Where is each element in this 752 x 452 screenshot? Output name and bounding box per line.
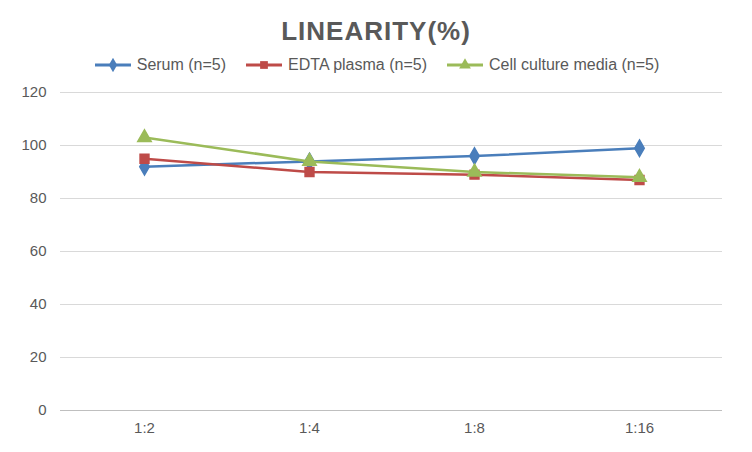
svg-text:40: 40 (30, 295, 47, 312)
html-text:EDTA plasma (n=5): EDTA plasma (n=5) (288, 56, 427, 73)
svg-text:1:2: 1:2 (134, 419, 155, 436)
svg-text:1:8: 1:8 (464, 419, 485, 436)
svg-text:1:16: 1:16 (625, 419, 654, 436)
html-text:LINEARITY(%): LINEARITY(%) (281, 16, 471, 46)
svg-text:0: 0 (38, 401, 46, 418)
svg-text:120: 120 (21, 83, 46, 100)
svg-text:1:4: 1:4 (299, 419, 320, 436)
html-text:Cell culture media (n=5): Cell culture media (n=5) (489, 56, 660, 73)
svg-text:20: 20 (30, 348, 47, 365)
svg-text:100: 100 (21, 136, 46, 153)
svg-text:60: 60 (30, 242, 47, 259)
html-text:Serum (n=5): Serum (n=5) (136, 56, 227, 73)
svg-text:80: 80 (30, 189, 47, 206)
